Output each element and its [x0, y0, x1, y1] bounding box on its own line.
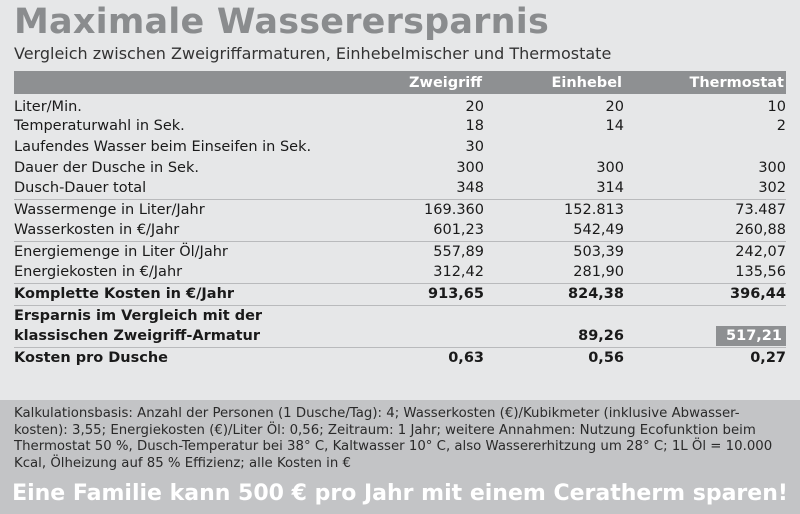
- cell-thermostat: 396,44: [624, 282, 786, 305]
- table-row: Temperaturwahl in Sek. 18 14 2: [14, 115, 786, 136]
- cell-zweigriff: 18: [465, 117, 484, 134]
- cell-thermostat: 302: [758, 180, 786, 197]
- row-label: Energiemenge in Liter Öl/Jahr: [14, 240, 334, 262]
- cell-zweigriff: [334, 326, 484, 347]
- cell-thermostat: 73.487: [624, 198, 786, 220]
- cell-zweigriff: 601,23: [433, 222, 484, 239]
- cell-zweigriff: 557,89: [334, 240, 484, 262]
- table-header-row: Zweigriff Einhebel Thermostat: [14, 71, 786, 94]
- header-zweigriff: Zweigriff: [334, 71, 484, 94]
- cell-zweigriff: 0,63: [334, 346, 484, 369]
- table-row: Laufendes Wasser beim Einseifen in Sek. …: [14, 136, 786, 157]
- cell-zweigriff: 20: [465, 98, 484, 115]
- cell-zweigriff: 348: [456, 180, 484, 197]
- cell-zweigriff: 300: [456, 159, 484, 176]
- header-empty: [14, 71, 334, 94]
- cell-thermostat: 242,07: [624, 240, 786, 262]
- cell-einhebel: 281,90: [573, 264, 624, 281]
- table-row-savings-line1: Ersparnis im Vergleich mit der: [14, 304, 786, 326]
- page-title: Maximale Wasserersparnis: [14, 2, 549, 42]
- cell-thermostat: 0,27: [624, 346, 786, 369]
- cell-einhebel: 300: [596, 159, 624, 176]
- cell-zweigriff: 312,42: [433, 264, 484, 281]
- row-label: Temperaturwahl in Sek.: [14, 117, 185, 134]
- table-row: Energiekosten in €/Jahr 312,42 281,90 13…: [14, 262, 786, 283]
- calculation-note-panel: Kalkulationsbasis: Anzahl der Personen (…: [0, 400, 800, 514]
- cell-thermostat: [624, 136, 786, 157]
- slogan-banner: Eine Familie kann 500 € pro Jahr mit ein…: [12, 481, 788, 506]
- comparison-table: Zweigriff Einhebel Thermostat Liter/Min.…: [14, 71, 786, 369]
- row-label: klassischen Zweigriff-Armatur: [14, 328, 261, 345]
- cell-thermostat: 260,88: [735, 222, 786, 239]
- cell-zweigriff: 169.360: [334, 198, 484, 220]
- page-subtitle: Vergleich zwischen Zweigriffarmaturen, E…: [14, 44, 612, 63]
- row-label: Wassermenge in Liter/Jahr: [14, 198, 334, 220]
- header-thermostat: Thermostat: [624, 71, 786, 94]
- cell-zweigriff: 30: [465, 138, 484, 155]
- table-row-savings-line2: klassischen Zweigriff-Armatur 89,26 517,…: [14, 326, 786, 347]
- row-label: Laufendes Wasser beim Einseifen in Sek.: [14, 138, 312, 155]
- row-label: Liter/Min.: [14, 98, 82, 115]
- header-einhebel: Einhebel: [484, 71, 624, 94]
- highlight-savings-badge: 517,21: [716, 326, 786, 347]
- table-row: Dusch-Dauer total 348 314 302: [14, 178, 786, 199]
- cell-zweigriff: 913,65: [334, 282, 484, 305]
- row-label: Energiekosten in €/Jahr: [14, 264, 183, 281]
- row-label: Komplette Kosten in €/Jahr: [14, 282, 334, 305]
- row-label: Ersparnis im Vergleich mit der: [14, 304, 334, 326]
- row-label: Wasserkosten in €/Jahr: [14, 222, 180, 239]
- cell-thermostat: 135,56: [735, 264, 786, 281]
- cell-thermostat: 517,21: [624, 326, 786, 347]
- cell-thermostat: 300: [758, 159, 786, 176]
- table-row-per-shower: Kosten pro Dusche 0,63 0,56 0,27: [14, 346, 786, 369]
- cell-einhebel: 503,39: [484, 240, 624, 262]
- cell-einhebel: 314: [596, 180, 624, 197]
- row-label: Dusch-Dauer total: [14, 180, 147, 197]
- table-row: Energiemenge in Liter Öl/Jahr 557,89 503…: [14, 240, 786, 262]
- row-label: Dauer der Dusche in Sek.: [14, 159, 199, 176]
- cell-einhebel: 89,26: [578, 328, 624, 345]
- cell-einhebel: 824,38: [484, 282, 624, 305]
- table-row-total: Komplette Kosten in €/Jahr 913,65 824,38…: [14, 282, 786, 305]
- cell-thermostat: 2: [776, 117, 786, 134]
- cell-einhebel: 0,56: [484, 346, 624, 369]
- cell-einhebel: 20: [605, 98, 624, 115]
- cell-einhebel: 14: [605, 117, 624, 134]
- cell-thermostat: 10: [767, 98, 786, 115]
- cell-einhebel: 542,49: [573, 222, 624, 239]
- table-row: Dauer der Dusche in Sek. 300 300 300: [14, 157, 786, 178]
- calculation-note: Kalkulationsbasis: Anzahl der Personen (…: [14, 406, 773, 471]
- cell-einhebel: 152.813: [484, 198, 624, 220]
- cell-einhebel: [484, 136, 624, 157]
- table-row: Wasserkosten in €/Jahr 601,23 542,49 260…: [14, 220, 786, 241]
- table-row: Wassermenge in Liter/Jahr 169.360 152.81…: [14, 198, 786, 220]
- table-row: Liter/Min. 20 20 10: [14, 94, 786, 115]
- row-label: Kosten pro Dusche: [14, 346, 334, 369]
